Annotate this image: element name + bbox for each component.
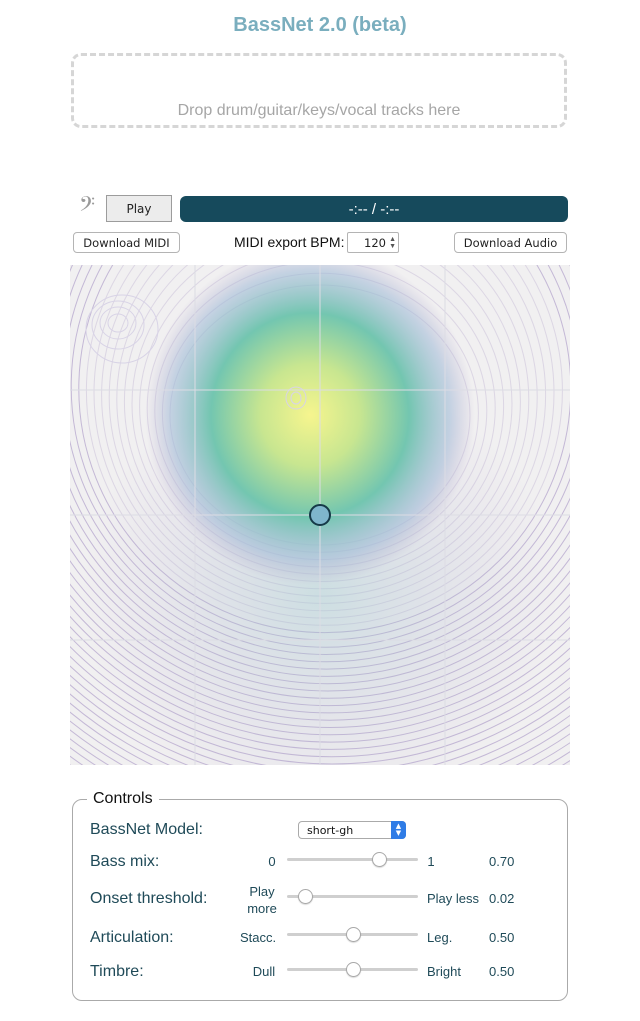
onset-threshold-slider[interactable] [287,889,418,904]
upper-left-contours [85,294,307,410]
bass-mix-label: Bass mix: [90,853,160,870]
bass-clef-icon: 𝄢 [79,192,96,221]
latent-position-marker[interactable] [309,504,331,526]
time-display[interactable]: -:-- / -:-- [180,196,568,222]
bpm-value: 120 [364,236,386,250]
articulation-min: Stacc. [239,930,277,945]
bass-mix-max: 1 [427,854,435,869]
articulation-thumb[interactable] [345,927,361,942]
onset-threshold-value: 0.02 [489,891,515,906]
onset-threshold-max: Play less [427,891,480,906]
model-label: BassNet Model: [90,821,203,838]
dropzone-text: Drop drum/guitar/keys/vocal tracks here [177,102,461,119]
onset-threshold-label: Onset threshold: [90,890,208,907]
density-hotspot [145,265,475,585]
bpm-label: MIDI export BPM: [234,234,345,250]
bass-mix-slider[interactable] [287,852,418,867]
articulation-value: 0.50 [489,930,515,945]
play-button[interactable]: Play [106,195,172,222]
controls-legend: Controls [93,790,153,807]
select-arrows-icon: ▲ ▼ [391,821,406,839]
timbre-value: 0.50 [489,964,515,979]
download-midi-button[interactable]: Download MIDI [73,232,180,253]
app-title: BassNet 2.0 (beta) [233,14,407,36]
timbre-max: Bright [427,964,461,979]
bass-mix-min: 0 [268,854,276,869]
bass-mix-thumb[interactable] [371,852,387,867]
timbre-thumb[interactable] [345,962,361,977]
timbre-min: Dull [252,964,276,979]
stepper-arrows-icon[interactable]: ▲ ▼ [389,236,396,250]
bpm-input[interactable]: 120 ▲ ▼ [347,232,399,253]
controls-panel: Controls [72,790,568,1001]
articulation-label: Articulation: [90,929,174,946]
onset-threshold-thumb[interactable] [298,889,314,904]
track-dropzone[interactable]: Drop drum/guitar/keys/vocal tracks here [71,53,567,128]
bass-mix-value: 0.70 [489,854,515,869]
download-audio-button[interactable]: Download Audio [454,232,567,253]
onset-threshold-min: Play more [247,884,277,916]
timbre-slider[interactable] [287,962,418,977]
articulation-slider[interactable] [287,927,418,942]
model-selected: short-gh [307,824,354,837]
model-select[interactable]: short-gh ▲ ▼ [298,821,406,839]
latent-space-svg [70,265,570,765]
articulation-max: Leg. [427,930,453,945]
timbre-label: Timbre: [90,963,144,980]
latent-space-plot[interactable] [70,265,570,765]
